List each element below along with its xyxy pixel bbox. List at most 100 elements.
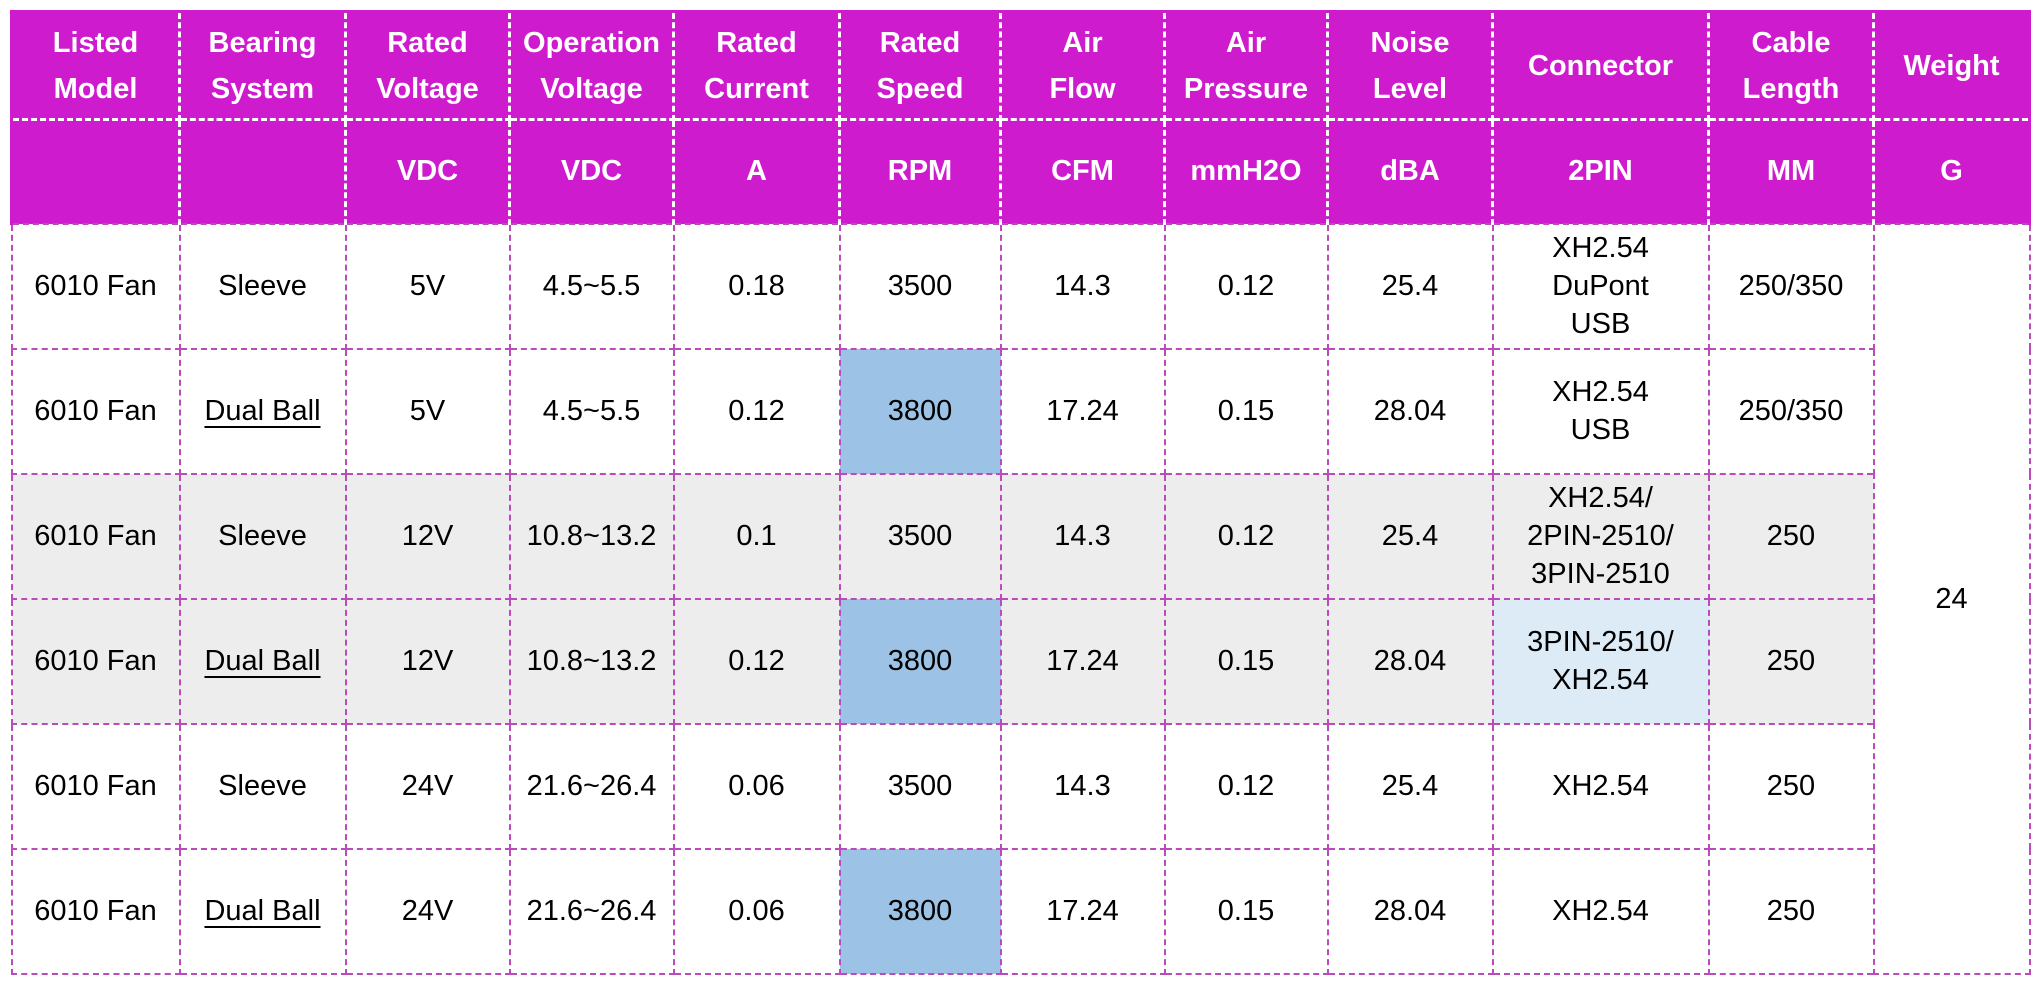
cell-connector: XH2.54 DuPont USB	[1491, 222, 1710, 350]
connector-line: XH2.54	[1552, 895, 1649, 928]
col-unit-air-flow: CFM	[999, 118, 1166, 225]
header-label-line: Air	[1062, 26, 1103, 59]
col-header-connector: Connector	[1491, 10, 1710, 121]
header-label-line: Speed	[876, 72, 964, 105]
cell-rated-current: 0.1	[672, 472, 841, 600]
header-label-line: Current	[704, 72, 809, 105]
table-row: 6010 Fan Dual Ball 12V 10.8~13.2 0.12 3800 17.…	[10, 597, 2030, 725]
header-label-line: Listed	[52, 26, 139, 59]
bearing-label: Sleeve	[218, 270, 307, 303]
header-label-line: Length	[1742, 72, 1840, 105]
col-header-noise-level: Noise Level	[1326, 10, 1494, 121]
col-header-rated-current: Rated Current	[672, 10, 841, 121]
col-header-operation-voltage: Operation Voltage	[508, 10, 675, 121]
connector-line: 3PIN-2510/	[1527, 626, 1674, 659]
bearing-label: Dual Ball	[204, 395, 321, 428]
col-header-bearing: Bearing System	[178, 10, 347, 121]
col-header-model: Listed Model	[10, 10, 181, 121]
cell-noise-level: 28.04	[1326, 847, 1494, 976]
cell-air-flow: 17.24	[999, 597, 1166, 725]
cell-air-pressure: 0.15	[1163, 847, 1329, 976]
col-unit-bearing	[178, 118, 347, 225]
header-label-line: Pressure	[1183, 72, 1309, 105]
cell-rated-current: 0.06	[672, 847, 841, 976]
bearing-label: Dual Ball	[204, 895, 321, 928]
cell-rated-speed: 3800	[838, 847, 1002, 976]
cell-noise-level: 28.04	[1326, 597, 1494, 725]
col-unit-rated-speed: RPM	[838, 118, 1002, 225]
cell-bearing: Dual Ball	[178, 347, 347, 475]
cell-rated-current: 0.06	[672, 722, 841, 850]
cell-model: 6010 Fan	[10, 722, 181, 850]
table-row: 6010 Fan Sleeve 24V 21.6~26.4 0.06 3500 14.3 0.…	[10, 722, 2030, 850]
cell-rated-voltage: 24V	[344, 847, 511, 976]
cell-connector: XH2.54 USB	[1491, 347, 1710, 475]
header-label-line: Rated	[879, 26, 961, 59]
cell-rated-speed: 3800	[838, 597, 1002, 725]
connector-line: XH2.54	[1552, 664, 1649, 697]
cell-air-pressure: 0.15	[1163, 597, 1329, 725]
header-label-line: Voltage	[540, 72, 643, 105]
connector-line: XH2.54/	[1548, 482, 1653, 515]
cell-air-pressure: 0.15	[1163, 347, 1329, 475]
header-label-line: Rated	[387, 26, 468, 59]
cell-noise-level: 25.4	[1326, 722, 1494, 850]
cell-cable-length: 250	[1707, 722, 1875, 850]
header-label-line: Level	[1372, 72, 1448, 105]
col-header-air-pressure: Air Pressure	[1163, 10, 1329, 121]
cell-operation-voltage: 21.6~26.4	[508, 847, 675, 976]
cell-model: 6010 Fan	[10, 222, 181, 350]
cell-connector: XH2.54	[1491, 722, 1710, 850]
connector-line: XH2.54	[1552, 232, 1649, 265]
col-unit-rated-voltage: VDC	[344, 118, 511, 225]
cell-rated-voltage: 24V	[344, 722, 511, 850]
table-row: 6010 Fan Dual Ball 24V 21.6~26.4 0.06 3800 17.…	[10, 847, 2030, 976]
bearing-label: Sleeve	[218, 770, 307, 803]
connector-line: 3PIN-2510	[1531, 558, 1670, 591]
col-unit-connector: 2PIN	[1491, 118, 1710, 225]
cell-rated-voltage: 12V	[344, 472, 511, 600]
cell-air-pressure: 0.12	[1163, 722, 1329, 850]
cell-operation-voltage: 4.5~5.5	[508, 222, 675, 350]
cell-air-pressure: 0.12	[1163, 472, 1329, 600]
header-label-line: Bearing	[208, 26, 317, 59]
header-label-line: Flow	[1049, 72, 1116, 105]
cell-bearing: Sleeve	[178, 222, 347, 350]
cell-rated-current: 0.18	[672, 222, 841, 350]
cell-rated-voltage: 12V	[344, 597, 511, 725]
cell-rated-speed: 3500	[838, 222, 1002, 350]
cell-rated-voltage: 5V	[344, 347, 511, 475]
table-row: 6010 Fan Dual Ball 5V 4.5~5.5 0.12 3800 17.24 0…	[10, 347, 2030, 475]
cell-model: 6010 Fan	[10, 347, 181, 475]
col-unit-rated-current: A	[672, 118, 841, 225]
col-unit-weight: G	[1872, 118, 2031, 225]
connector-line: USB	[1570, 308, 1631, 341]
col-header-air-flow: Air Flow	[999, 10, 1166, 121]
cell-cable-length: 250/350	[1707, 222, 1875, 350]
header-label-line: Air	[1225, 26, 1267, 59]
header-label-line: System	[210, 72, 315, 105]
connector-line: XH2.54	[1552, 376, 1649, 409]
cell-air-flow: 14.3	[999, 722, 1166, 850]
col-header-rated-speed: Rated Speed	[838, 10, 1002, 121]
col-unit-noise-level: dBA	[1326, 118, 1494, 225]
header-label-line: Cable	[1751, 26, 1831, 59]
cell-cable-length: 250/350	[1707, 347, 1875, 475]
cell-bearing: Dual Ball	[178, 847, 347, 976]
cell-connector: XH2.54/2PIN-2510/3PIN-2510	[1491, 472, 1710, 600]
cell-rated-speed: 3500	[838, 472, 1002, 600]
header-label-line: Operation	[523, 26, 660, 59]
col-header-cable-length: Cable Length	[1707, 10, 1875, 121]
cell-cable-length: 250	[1707, 472, 1875, 600]
cell-rated-current: 0.12	[672, 597, 841, 725]
fan-spec-table: Listed Model Bearing System Rated Voltage Oper…	[10, 10, 2031, 976]
col-unit-model	[10, 118, 181, 225]
cell-air-flow: 17.24	[999, 847, 1166, 976]
cell-noise-level: 25.4	[1326, 222, 1494, 350]
header-label-line: Rated	[716, 26, 797, 59]
cell-model: 6010 Fan	[10, 597, 181, 725]
cell-operation-voltage: 4.5~5.5	[508, 347, 675, 475]
cell-bearing: Sleeve	[178, 722, 347, 850]
header-label-line: Connector	[1528, 49, 1673, 82]
